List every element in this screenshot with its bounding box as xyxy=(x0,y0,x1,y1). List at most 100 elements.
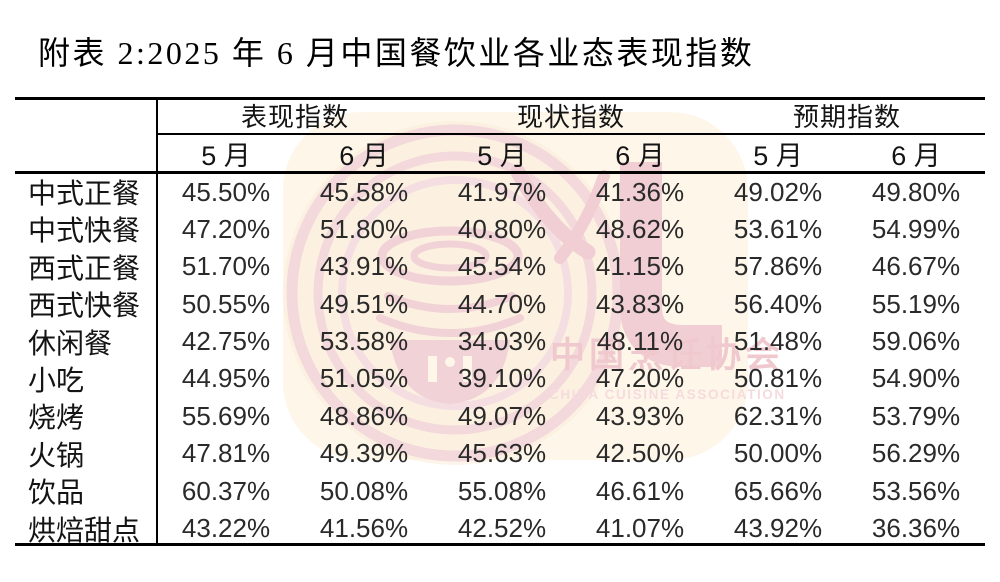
cell-value: 60.37% xyxy=(181,475,271,506)
table-row: 烧烤 55.69% 48.86% 49.07% 43.93% 62.31% 53… xyxy=(15,396,985,434)
cell-value: 41.97% xyxy=(457,176,547,207)
row-label: 烧烤 xyxy=(28,402,85,434)
cell-value: 46.67% xyxy=(871,251,961,282)
cell-value: 48.86% xyxy=(319,400,409,431)
table-row: 饮品 60.37% 50.08% 55.08% 46.61% 65.66% 53… xyxy=(15,471,985,509)
cell-value: 53.56% xyxy=(871,475,961,506)
cell-value: 46.61% xyxy=(595,475,685,506)
table-top-border xyxy=(15,97,985,100)
cell-value: 51.80% xyxy=(319,213,409,244)
cell-value: 56.29% xyxy=(871,438,961,469)
cell-value: 49.51% xyxy=(319,288,409,319)
table-body: 中式正餐 45.50% 45.58% 41.97% 41.36% 49.02% … xyxy=(15,172,985,546)
group-header-row: 表现指数 现状指数 预期指数 xyxy=(15,97,985,134)
cell-value: 41.56% xyxy=(319,513,409,544)
cell-value: 49.02% xyxy=(733,176,823,207)
row-label: 休闲餐 xyxy=(28,327,113,359)
month-header-jun-3: 6 月 xyxy=(891,141,941,171)
row-label: 西式快餐 xyxy=(28,290,141,322)
cell-value: 53.79% xyxy=(871,400,961,431)
row-label: 中式正餐 xyxy=(28,178,141,209)
cell-value: 44.70% xyxy=(457,288,547,319)
table-row: 中式快餐 47.20% 51.80% 40.80% 48.62% 53.61% … xyxy=(15,209,985,247)
cell-value: 57.86% xyxy=(733,251,823,282)
cell-value: 45.54% xyxy=(457,251,547,282)
cell-value: 45.63% xyxy=(457,438,547,469)
month-header-row: 5 月 6 月 5 月 6 月 5 月 6 月 xyxy=(15,134,985,172)
row-label: 火锅 xyxy=(28,439,85,471)
cell-value: 50.00% xyxy=(733,438,823,469)
row-label: 中式快餐 xyxy=(28,215,141,247)
cell-value: 41.07% xyxy=(595,513,685,544)
row-label: 小吃 xyxy=(28,364,85,396)
cell-value: 55.08% xyxy=(457,475,547,506)
cell-value: 65.66% xyxy=(733,475,823,506)
cell-value: 51.05% xyxy=(319,363,409,394)
cell-value: 34.03% xyxy=(457,326,547,357)
cell-value: 47.20% xyxy=(181,213,271,244)
cell-value: 43.93% xyxy=(595,400,685,431)
table-row: 小吃 44.95% 51.05% 39.10% 47.20% 50.81% 54… xyxy=(15,359,985,396)
row-label: 饮品 xyxy=(28,477,85,509)
table-row: 烘焙甜点 43.22% 41.56% 42.52% 41.07% 43.92% … xyxy=(15,509,985,546)
cell-value: 43.83% xyxy=(595,288,685,319)
cell-value: 39.10% xyxy=(457,363,547,394)
cell-value: 49.39% xyxy=(319,438,409,469)
month-header-may-3: 5 月 xyxy=(753,141,803,171)
cell-value: 49.07% xyxy=(457,400,547,431)
cell-value: 50.81% xyxy=(733,363,823,394)
cell-value: 47.20% xyxy=(595,363,685,394)
row-label: 烘焙甜点 xyxy=(28,514,141,546)
month-header-jun-2: 6 月 xyxy=(615,141,665,171)
header-underline xyxy=(15,171,985,174)
index-table: 表现指数 现状指数 预期指数 5 月 6 月 5 月 6 月 5 月 6 月 中… xyxy=(15,97,985,546)
cell-value: 47.81% xyxy=(181,438,271,469)
cell-value: 48.11% xyxy=(596,326,684,357)
cell-value: 41.15% xyxy=(595,251,685,282)
cell-value: 40.80% xyxy=(457,213,547,244)
cell-value: 44.95% xyxy=(181,363,271,394)
cell-value: 43.22% xyxy=(181,513,271,544)
cell-value: 51.70% xyxy=(181,251,271,282)
group-header-expectation-index: 预期指数 xyxy=(792,102,901,132)
label-column-divider xyxy=(156,97,158,546)
month-header-may-1: 5 月 xyxy=(201,141,251,171)
cell-value: 41.36% xyxy=(595,176,685,207)
cell-value: 50.08% xyxy=(319,475,409,506)
row-label: 西式正餐 xyxy=(28,252,141,284)
cell-value: 55.19% xyxy=(871,288,961,319)
cell-value: 50.55% xyxy=(181,288,271,319)
group-header-underline xyxy=(157,133,985,135)
cell-value: 62.31% xyxy=(733,400,823,431)
month-header-may-2: 5 月 xyxy=(477,141,527,171)
table-bottom-border xyxy=(15,543,985,546)
cell-value: 42.50% xyxy=(595,438,685,469)
cell-value: 51.48% xyxy=(733,326,823,357)
cell-value: 45.58% xyxy=(319,176,409,207)
month-header-jun-1: 6 月 xyxy=(339,141,389,171)
cell-value: 54.99% xyxy=(871,213,961,244)
cell-value: 56.40% xyxy=(733,288,823,319)
cell-value: 53.61% xyxy=(733,213,823,244)
table-row: 中式正餐 45.50% 45.58% 41.97% 41.36% 49.02% … xyxy=(15,172,985,210)
table-row: 西式快餐 50.55% 49.51% 44.70% 43.83% 56.40% … xyxy=(15,284,985,322)
cell-value: 55.69% xyxy=(181,400,271,431)
cell-value: 43.92% xyxy=(733,513,823,544)
cell-value: 59.06% xyxy=(871,326,961,357)
group-header-performance-index: 表现指数 xyxy=(240,102,349,132)
cell-value: 45.50% xyxy=(181,176,271,207)
table-row: 西式正餐 51.70% 43.91% 45.54% 41.15% 57.86% … xyxy=(15,247,985,284)
cell-value: 36.36% xyxy=(871,513,961,544)
group-header-current-index: 现状指数 xyxy=(516,102,625,132)
cell-value: 48.62% xyxy=(595,213,685,244)
cell-value: 43.91% xyxy=(319,251,409,282)
cell-value: 42.75% xyxy=(181,326,271,357)
table-row: 休闲餐 42.75% 53.58% 34.03% 48.11% 51.48% 5… xyxy=(15,322,985,359)
cell-value: 42.52% xyxy=(457,513,547,544)
table-row: 火锅 47.81% 49.39% 45.63% 42.50% 50.00% 56… xyxy=(15,434,985,471)
cell-value: 54.90% xyxy=(871,363,961,394)
page-title: 附表 2:2025 年 6 月中国餐饮业各业态表现指数 xyxy=(38,35,755,71)
cell-value: 49.80% xyxy=(871,176,961,207)
cell-value: 53.58% xyxy=(319,326,409,357)
